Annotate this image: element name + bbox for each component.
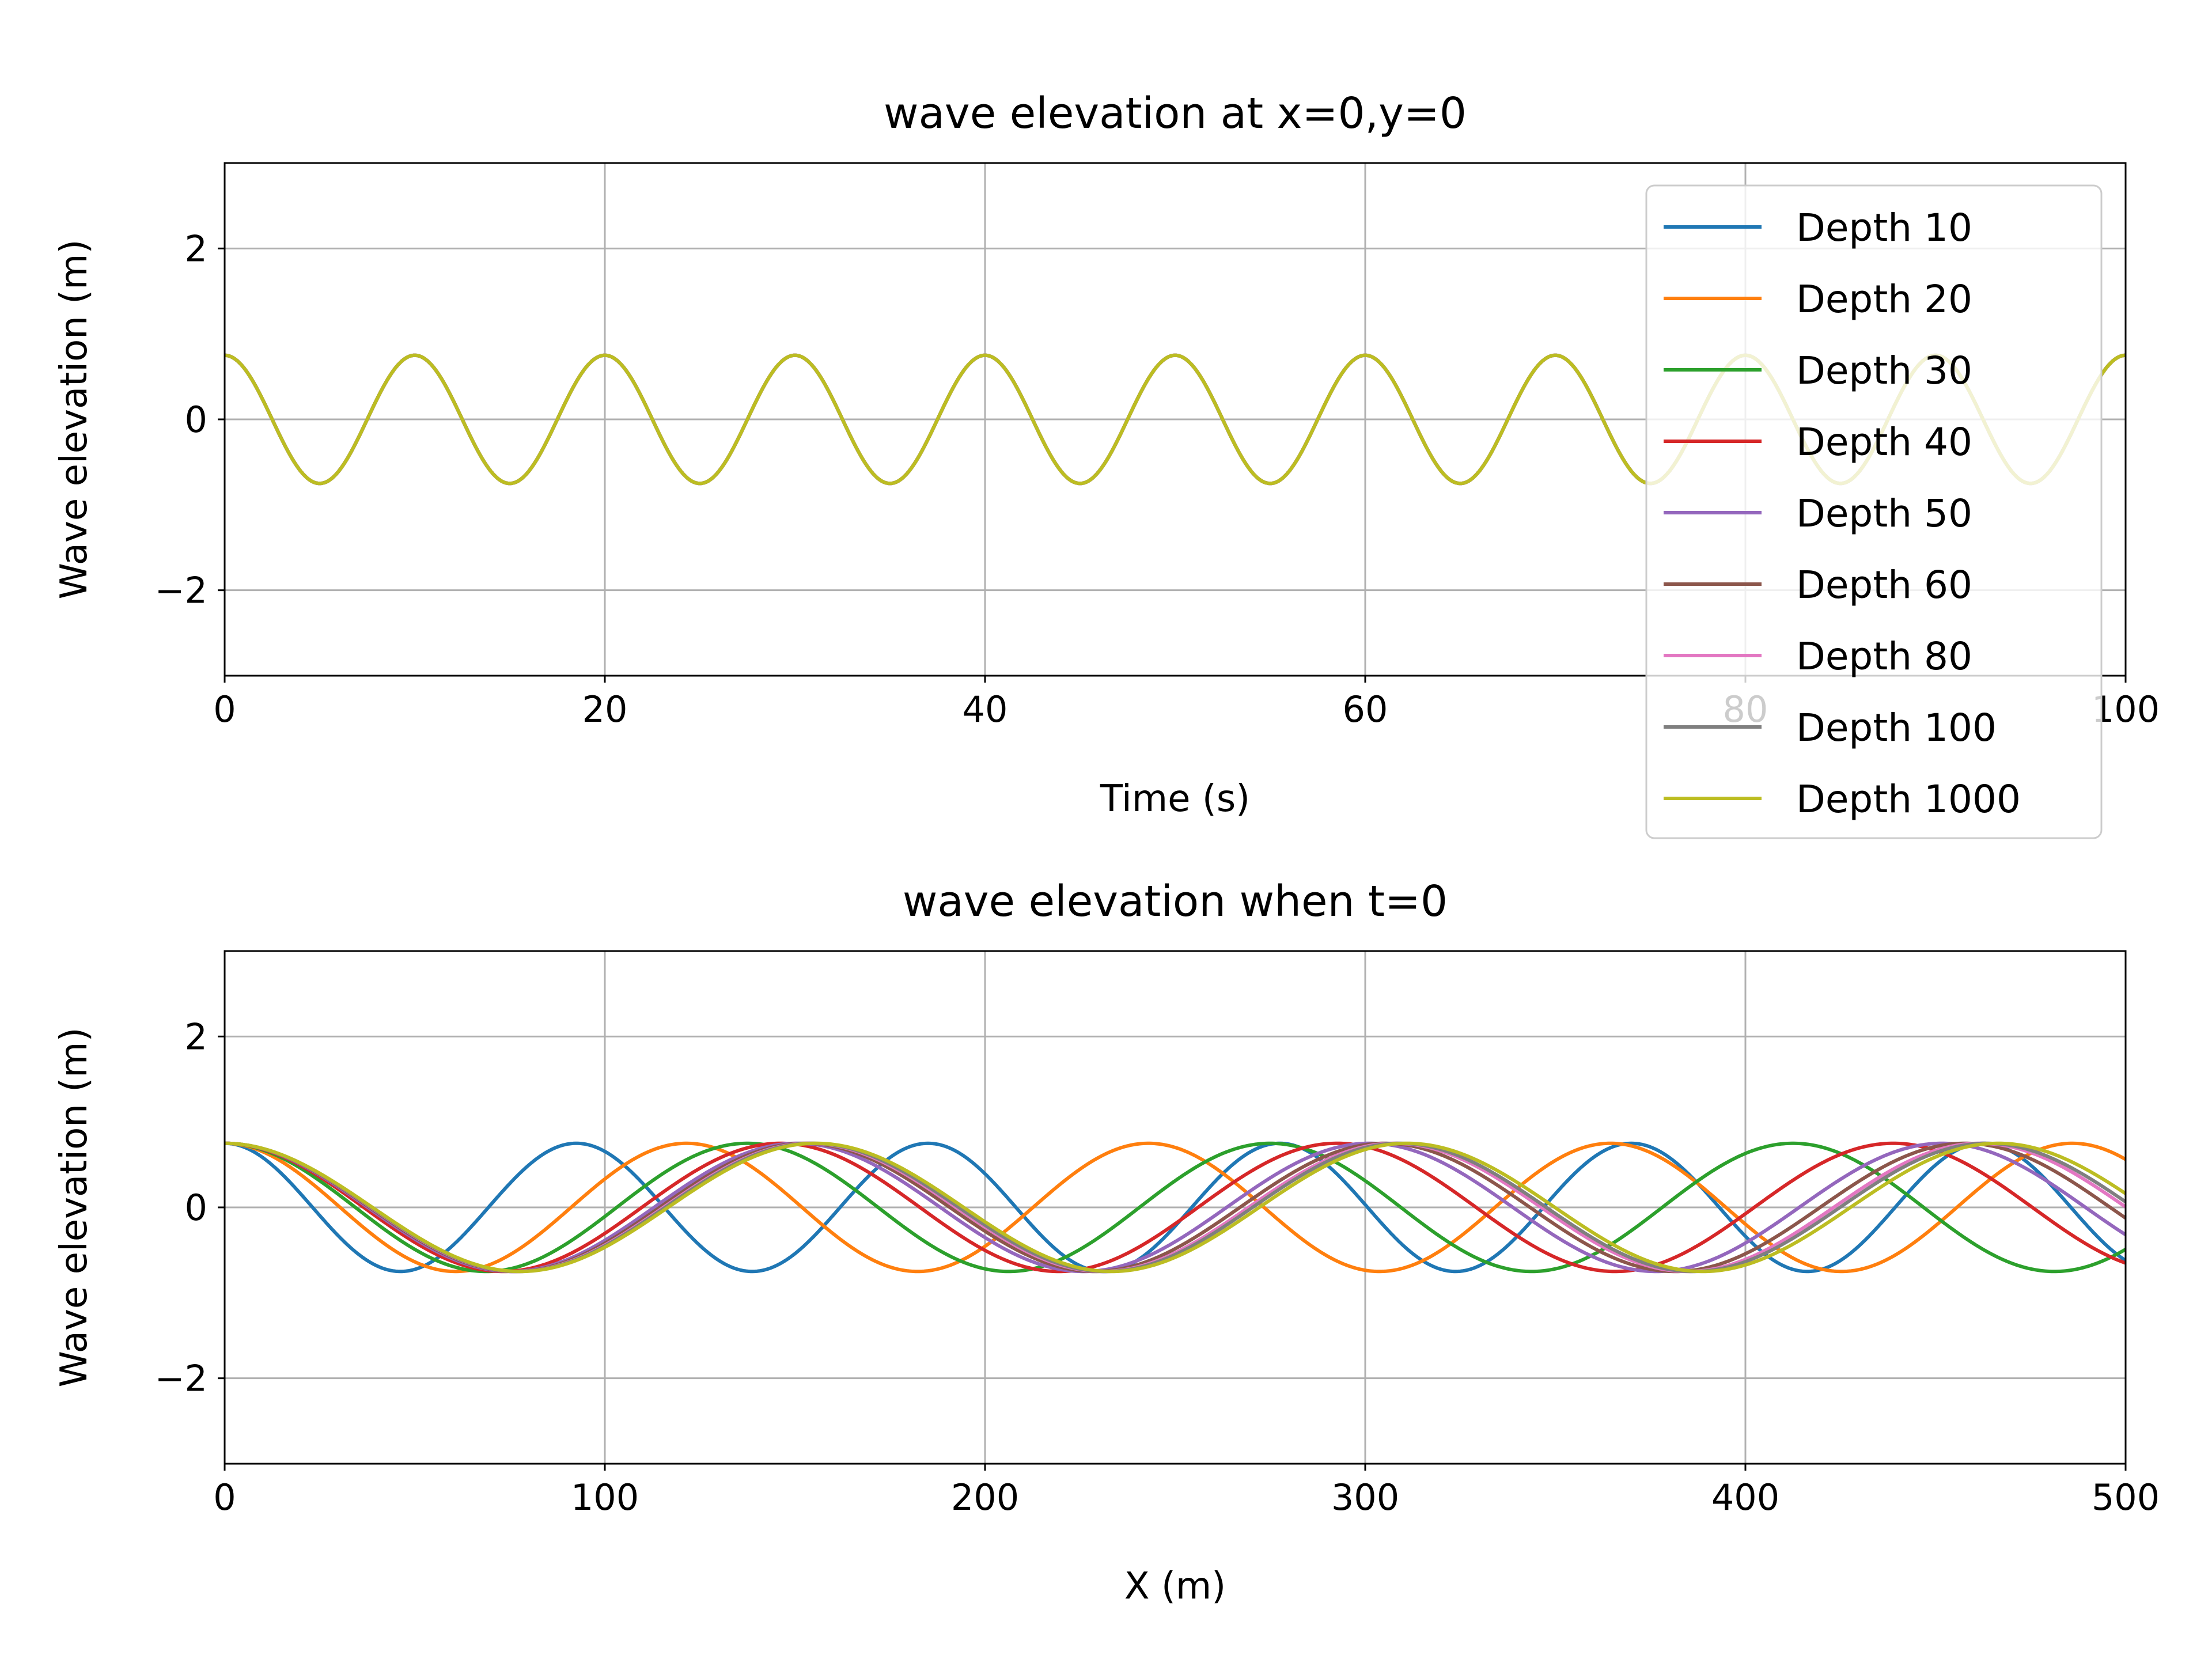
x-tick-label: 40 — [963, 688, 1008, 730]
x-tick-label: 60 — [1343, 688, 1388, 730]
series-line — [224, 1141, 2127, 1274]
y-tick-label: −2 — [155, 1358, 207, 1400]
axis-ticks: 0 100 200 300 400 500 −2 0 2 — [155, 1016, 2160, 1518]
x-axis-label: X (m) — [1124, 1565, 1226, 1608]
legend-frame — [1645, 184, 2103, 839]
y-tick-label: 2 — [185, 1016, 207, 1058]
x-tick-label: 100 — [2092, 688, 2160, 730]
x-tick-label: 500 — [2092, 1476, 2160, 1518]
x-tick-label: 400 — [1711, 1476, 1779, 1518]
x-tick-label: 0 — [213, 1476, 236, 1518]
y-axis-label: Wave elevation (m) — [53, 1028, 96, 1388]
y-tick-label: 2 — [185, 228, 207, 270]
y-tick-label: −2 — [155, 570, 207, 612]
series-line — [224, 1141, 2127, 1274]
x-axis-label: Time (s) — [1100, 778, 1250, 820]
legend-label: Depth 60 — [1796, 563, 1972, 607]
legend-label: Depth 1000 — [1796, 777, 2021, 821]
series-line — [224, 1141, 2127, 1274]
legend: Depth 10 Depth 20 Depth 30 Depth 40 Depth 50… — [1645, 184, 2103, 839]
legend-label: Depth 10 — [1796, 206, 1972, 250]
legend-label: Depth 20 — [1796, 277, 1972, 321]
legend-label: Depth 50 — [1796, 491, 1972, 536]
y-tick-label: 0 — [185, 399, 207, 441]
legend-label: Depth 100 — [1796, 706, 1997, 750]
plot-title: wave elevation at x=0,y=0 — [884, 89, 1467, 138]
y-tick-label: 0 — [185, 1187, 207, 1229]
x-tick-label: 20 — [582, 688, 628, 730]
series-line — [224, 1141, 2127, 1274]
legend-label: Depth 80 — [1796, 634, 1972, 679]
x-tick-label: 200 — [951, 1476, 1019, 1518]
x-tick-label: 300 — [1331, 1476, 1399, 1518]
legend-label: Depth 40 — [1796, 420, 1972, 464]
x-tick-label: 100 — [571, 1476, 639, 1518]
spatial-plot: wave elevation when t=0 0 100 200 300 400 500… — [53, 877, 2160, 1608]
series-line — [224, 1141, 2127, 1274]
legend-label: Depth 30 — [1796, 349, 1972, 393]
x-tick-label: 0 — [213, 688, 236, 730]
y-axis-label: Wave elevation (m) — [53, 240, 96, 600]
series-lines — [224, 1141, 2127, 1274]
plot-title: wave elevation when t=0 — [903, 877, 1448, 926]
